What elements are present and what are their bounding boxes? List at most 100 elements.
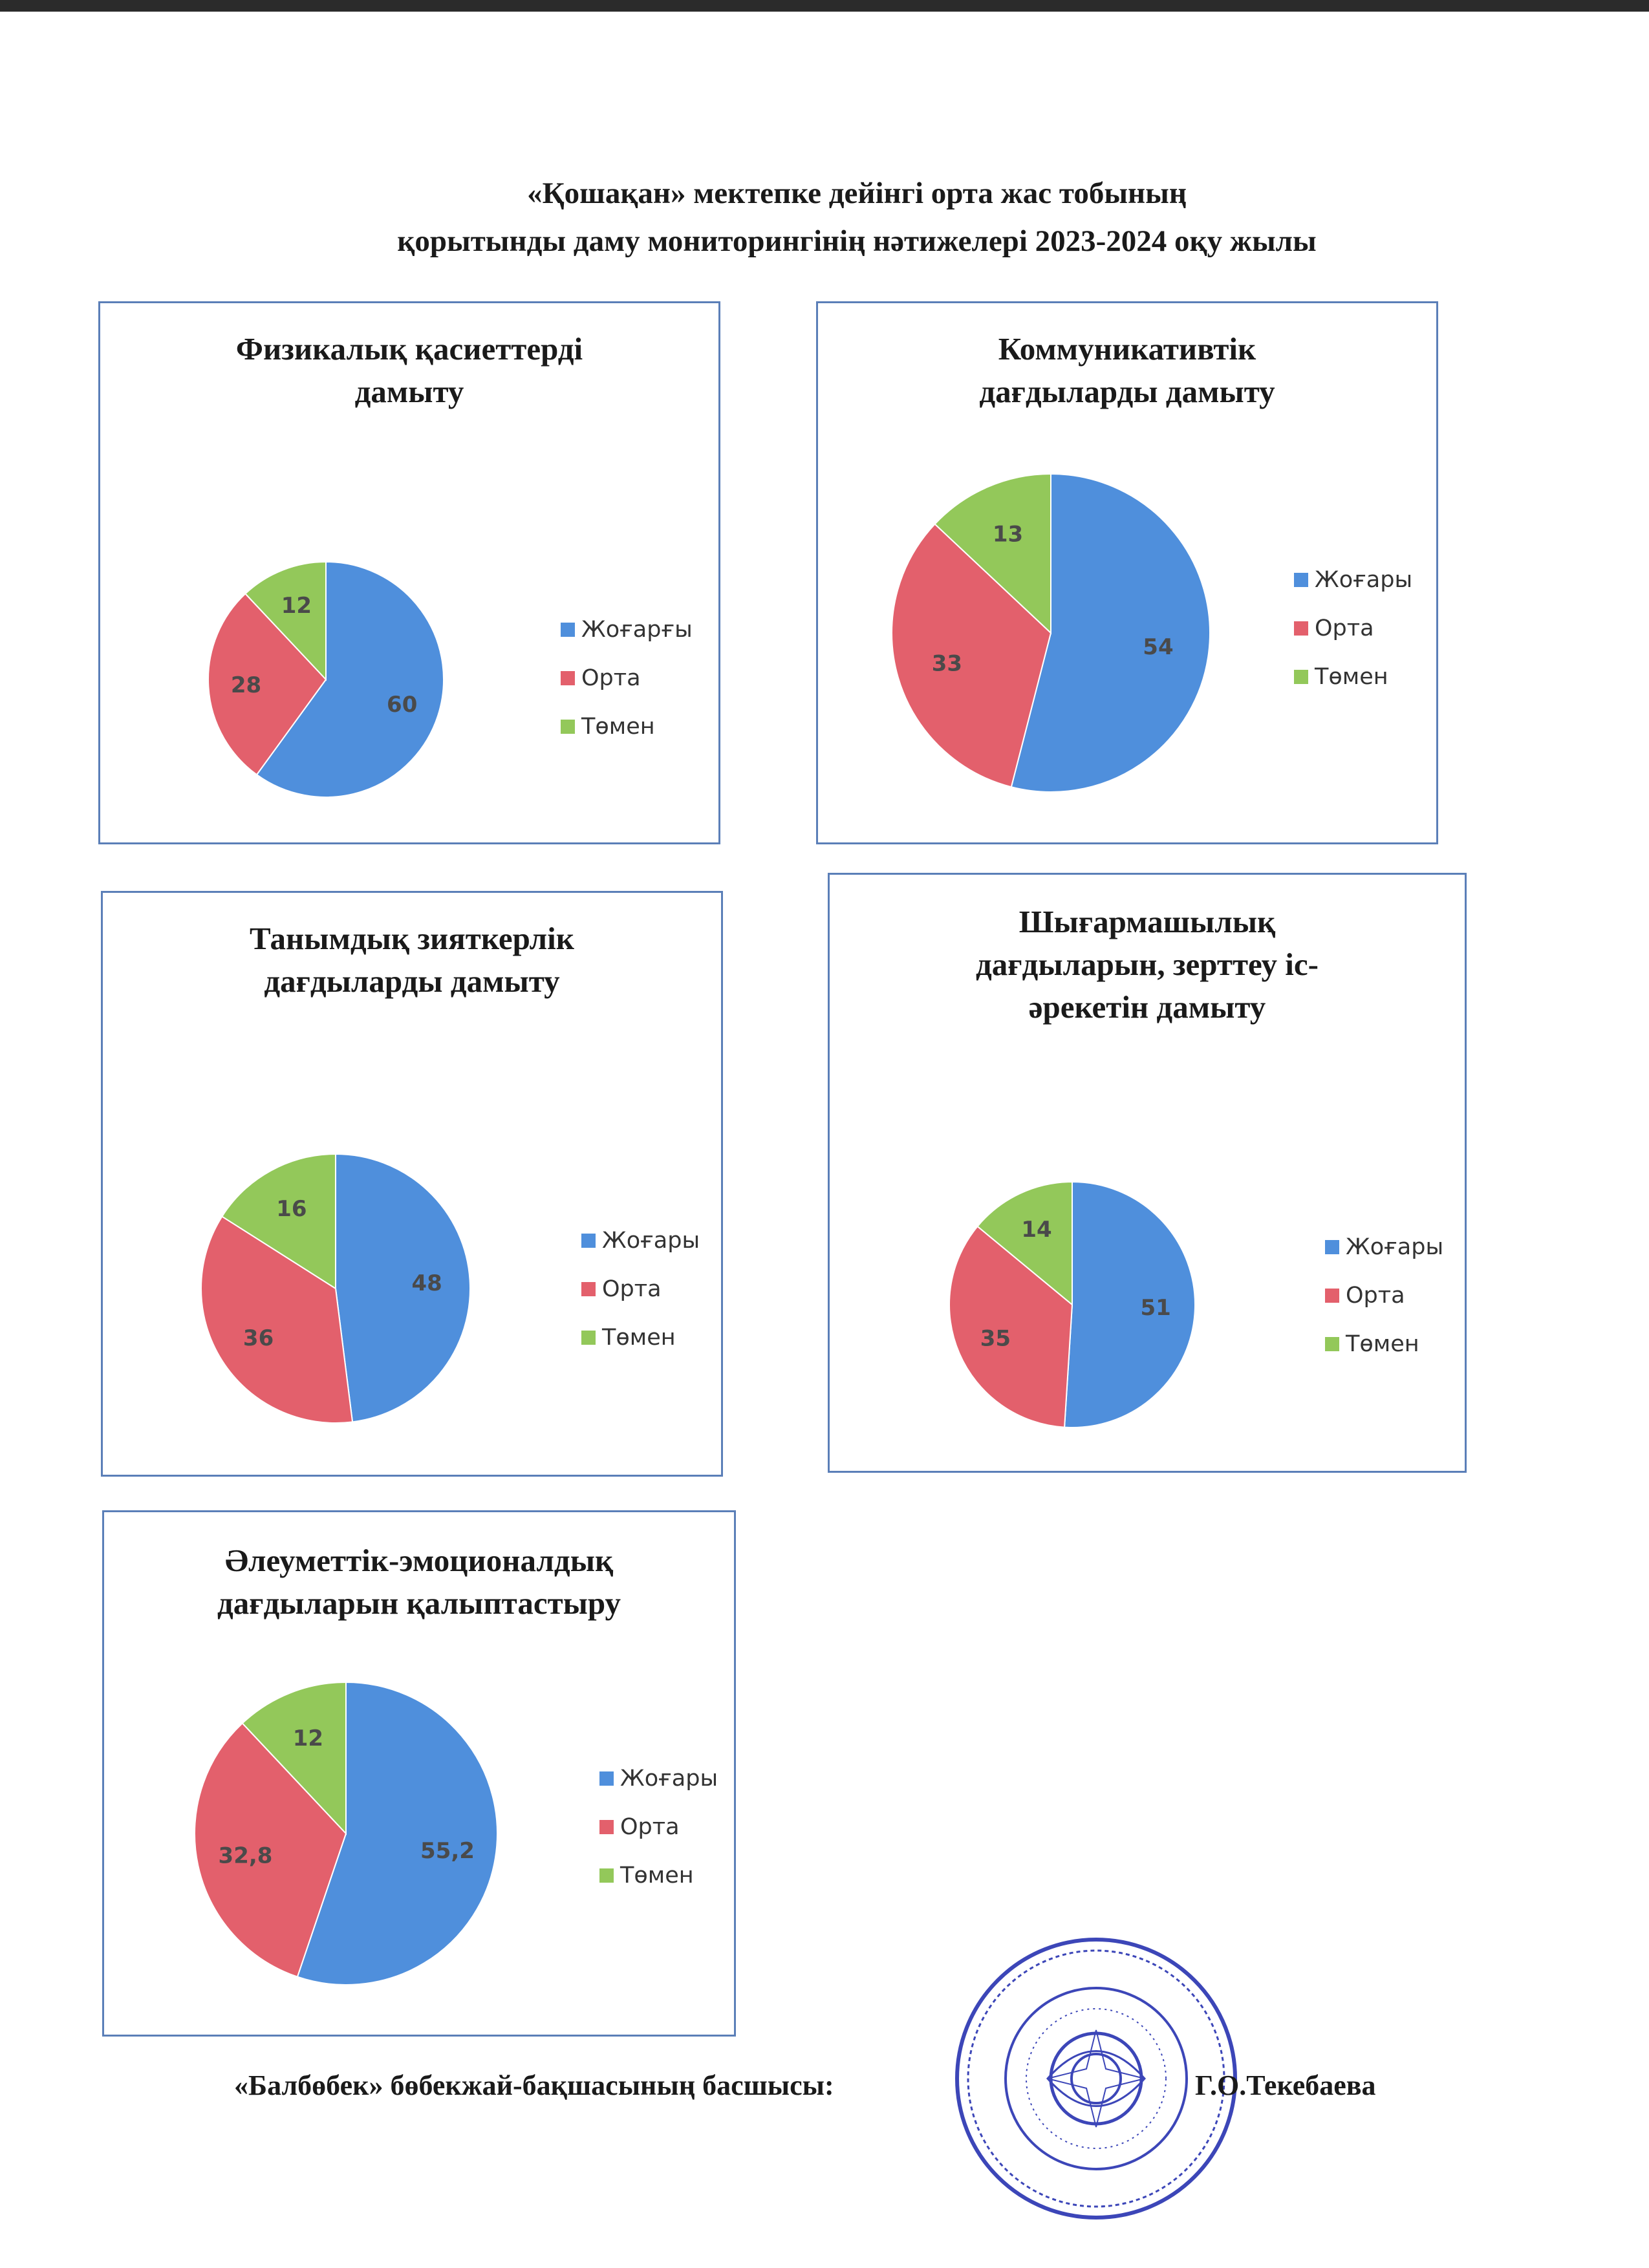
legend-item-low: Төмен xyxy=(581,1313,700,1362)
legend-item-low: Төмен xyxy=(1325,1320,1443,1368)
footer-position-label: «Балбөбек» бөбекжай-бақшасының басшысы: xyxy=(234,2070,834,2101)
legend-label: Төмен xyxy=(1315,663,1388,690)
legend-swatch xyxy=(581,1330,596,1345)
legend-label: Жоғары xyxy=(620,1765,718,1792)
pie-chart: 54 33 13 xyxy=(891,473,1211,793)
pie-data-label: 51 xyxy=(1140,1295,1170,1321)
pie-data-label: 12 xyxy=(293,1726,323,1751)
official-seal-stamp xyxy=(955,1938,1237,2220)
pie-slice-mid xyxy=(194,1722,347,1978)
pie-data-label: 35 xyxy=(980,1325,1011,1351)
pie-slice-low xyxy=(934,473,1051,635)
chart-panel-creative: Шығармашылық дағдыларын, зерттеу іс- әре… xyxy=(828,873,1467,1473)
legend-label: Төмен xyxy=(1346,1331,1419,1357)
footer-signatory-name: Г.О.Текебаева xyxy=(1195,2070,1376,2101)
chart-panel-physical: Физикалық қасиеттерді дамыту 60 28 12 Жоға… xyxy=(98,301,720,844)
legend-item-low: Төмен xyxy=(1294,652,1412,701)
chart-panel-cognitive: Танымдық зияткерлік дағдыларды дамыту 48… xyxy=(101,891,723,1477)
chart-legend: Жоғары Орта Төмен xyxy=(1294,555,1412,701)
legend-label: Орта xyxy=(1346,1282,1405,1309)
pie-data-label: 48 xyxy=(411,1270,442,1296)
legend-swatch xyxy=(599,1868,614,1883)
legend-swatch xyxy=(599,1819,614,1834)
pie-chart: 60 28 12 xyxy=(208,561,444,798)
pie-data-label: 16 xyxy=(276,1196,307,1222)
pie-slice-mid xyxy=(891,523,1052,788)
legend-swatch xyxy=(1294,669,1308,684)
pie-data-label: 55,2 xyxy=(420,1838,475,1864)
legend-label: Жоғары xyxy=(1315,566,1413,593)
legend-label: Орта xyxy=(1315,615,1374,641)
chart-panel-communication: Коммуникативтік дағдыларды дамыту 54 33 13… xyxy=(816,301,1438,844)
legend-item-low: Төмен xyxy=(561,702,693,751)
chart-title: Әлеуметтік-эмоционалдық дағдыларын қалып… xyxy=(104,1539,734,1625)
pie-slice-high xyxy=(1010,473,1211,793)
legend-swatch xyxy=(561,670,575,685)
chart-title-line: Шығармашылық xyxy=(1018,904,1276,939)
legend-item-high: Жоғары xyxy=(599,1754,718,1803)
pie-slice-mid xyxy=(200,1215,354,1424)
legend-label: Жоғарғы xyxy=(581,616,693,643)
legend-item-mid: Орта xyxy=(1325,1271,1443,1320)
legend-swatch xyxy=(1325,1336,1339,1351)
legend-item-high: Жоғарғы xyxy=(561,605,693,654)
legend-label: Орта xyxy=(602,1276,662,1302)
legend-swatch xyxy=(561,719,575,734)
chart-title-line: дағдыларын, зерттеу іс- xyxy=(976,947,1319,982)
page-title-line-2: қорытынды даму мониторингінің нәтижелері… xyxy=(397,224,1317,258)
chart-panel-social-emotional: Әлеуметтік-эмоционалдық дағдыларын қалып… xyxy=(102,1510,736,2037)
pie-data-label: 12 xyxy=(281,593,312,619)
legend-item-low: Төмен xyxy=(599,1851,718,1899)
pie-slice-low xyxy=(976,1181,1073,1307)
legend-item-mid: Орта xyxy=(561,654,693,702)
scan-top-edge xyxy=(0,0,1649,12)
legend-swatch xyxy=(599,1771,614,1786)
chart-legend: Жоғары Орта Төмен xyxy=(581,1216,700,1362)
chart-title-line: дағдыларды дамыту xyxy=(979,374,1275,409)
chart-title-line: әрекетін дамыту xyxy=(1028,989,1266,1025)
legend-label: Орта xyxy=(620,1813,680,1840)
chart-title: Коммуникативтік дағдыларды дамыту xyxy=(818,328,1436,413)
chart-title-line: Коммуникативтік xyxy=(998,331,1256,367)
chart-legend: Жоғары Орта Төмен xyxy=(599,1754,718,1899)
pie-slice-mid xyxy=(949,1225,1073,1428)
pie-slice-high xyxy=(1064,1181,1196,1428)
chart-title-line: дағдыларын қалыптастыру xyxy=(217,1585,621,1621)
chart-title: Шығармашылық дағдыларын, зерттеу іс- әре… xyxy=(830,901,1465,1029)
pie-slice-high xyxy=(335,1153,471,1423)
legend-item-mid: Орта xyxy=(1294,604,1412,652)
legend-item-high: Жоғары xyxy=(581,1216,700,1265)
chart-legend: Жоғарғы Орта Төмен xyxy=(561,605,693,751)
legend-label: Төмен xyxy=(581,713,655,740)
pie-slice-high xyxy=(296,1681,498,1985)
pie-data-label: 28 xyxy=(231,672,261,698)
page-title-line-1: «Қошақан» мектепке дейінгі орта жас тобы… xyxy=(527,177,1187,210)
pie-data-label: 13 xyxy=(993,521,1023,547)
legend-swatch xyxy=(1325,1239,1339,1254)
pie-data-label: 14 xyxy=(1021,1217,1051,1243)
legend-swatch xyxy=(1294,621,1308,636)
pie-chart: 51 35 14 xyxy=(949,1181,1196,1428)
legend-label: Төмен xyxy=(602,1324,676,1351)
legend-item-mid: Орта xyxy=(599,1803,718,1851)
legend-swatch xyxy=(1294,572,1308,587)
legend-label: Жоғары xyxy=(1346,1234,1444,1260)
pie-chart: 55,2 32,8 12 xyxy=(194,1681,498,1985)
pie-data-label: 33 xyxy=(932,651,962,677)
chart-title-line: Танымдық зияткерлік xyxy=(250,921,574,956)
legend-swatch xyxy=(1325,1288,1339,1303)
pie-data-label: 54 xyxy=(1143,634,1173,660)
chart-title: Физикалық қасиеттерді дамыту xyxy=(100,328,718,413)
legend-label: Төмен xyxy=(620,1862,694,1888)
chart-title-line: дамыту xyxy=(354,374,464,409)
legend-label: Орта xyxy=(581,665,641,691)
pie-data-label: 60 xyxy=(387,692,417,718)
chart-title: Танымдық зияткерлік дағдыларды дамыту xyxy=(103,917,721,1003)
legend-swatch xyxy=(581,1233,596,1248)
pie-chart: 48 36 16 xyxy=(200,1153,471,1424)
legend-swatch xyxy=(581,1281,596,1296)
chart-title-line: Физикалық қасиеттерді xyxy=(235,331,583,367)
chart-legend: Жоғары Орта Төмен xyxy=(1325,1223,1443,1368)
pie-data-label: 32,8 xyxy=(219,1843,273,1869)
pie-data-label: 36 xyxy=(243,1325,274,1351)
